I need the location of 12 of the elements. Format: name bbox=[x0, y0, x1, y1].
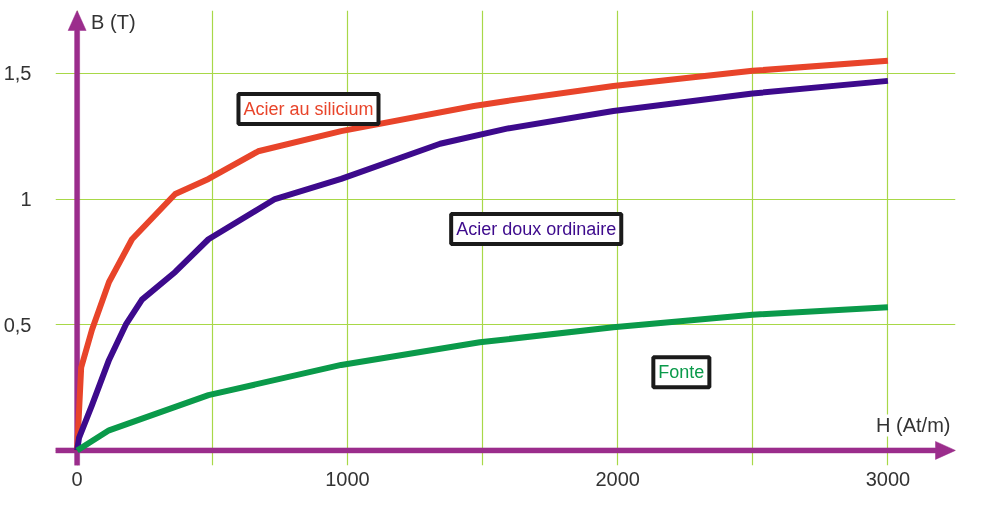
x-axis-title: H (At/m) bbox=[876, 414, 951, 437]
x-tick-label: 3000 bbox=[865, 467, 911, 490]
y-tick-label: 1,5 bbox=[3, 62, 32, 85]
text: Fonte bbox=[658, 362, 705, 383]
y-tick-label: 0,5 bbox=[3, 313, 32, 336]
x-tick-label: 0 bbox=[71, 467, 83, 490]
text: Acier doux ordinaire bbox=[456, 218, 617, 239]
y-tick-label: 1 bbox=[20, 188, 32, 211]
series-label: Acier au silicium bbox=[243, 98, 374, 119]
x-tick-label: 2000 bbox=[595, 467, 640, 490]
x-tick-label: 1000 bbox=[325, 467, 370, 490]
y-axis-title: B (T) bbox=[91, 10, 136, 33]
